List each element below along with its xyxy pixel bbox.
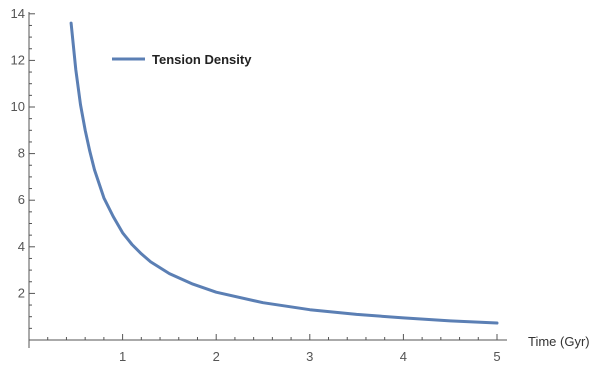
y-axis: 2 4 6 8 10 12 14 [11,6,35,348]
x-tick-label: 3 [306,349,313,364]
x-tick-label: 4 [400,349,407,364]
x-tick-label: 5 [493,349,500,364]
y-tick-label: 8 [18,146,25,161]
x-axis-label: Time (Gyr) [528,334,590,349]
x-axis: 1 2 3 4 5 [29,334,507,364]
y-tick-label: 4 [18,239,25,254]
legend-label-tension-density: Tension Density [152,52,252,67]
x-tick-label: 1 [119,349,126,364]
y-tick-label: 14 [11,6,25,21]
legend: Tension Density [112,52,252,67]
y-tick-label: 12 [11,52,25,67]
series-line-tension-density [69,21,499,325]
y-tick-label: 2 [18,285,25,300]
x-tick-label: 2 [213,349,220,364]
y-tick-label: 10 [11,99,25,114]
series-lines [69,21,499,325]
y-tick-label: 6 [18,192,25,207]
